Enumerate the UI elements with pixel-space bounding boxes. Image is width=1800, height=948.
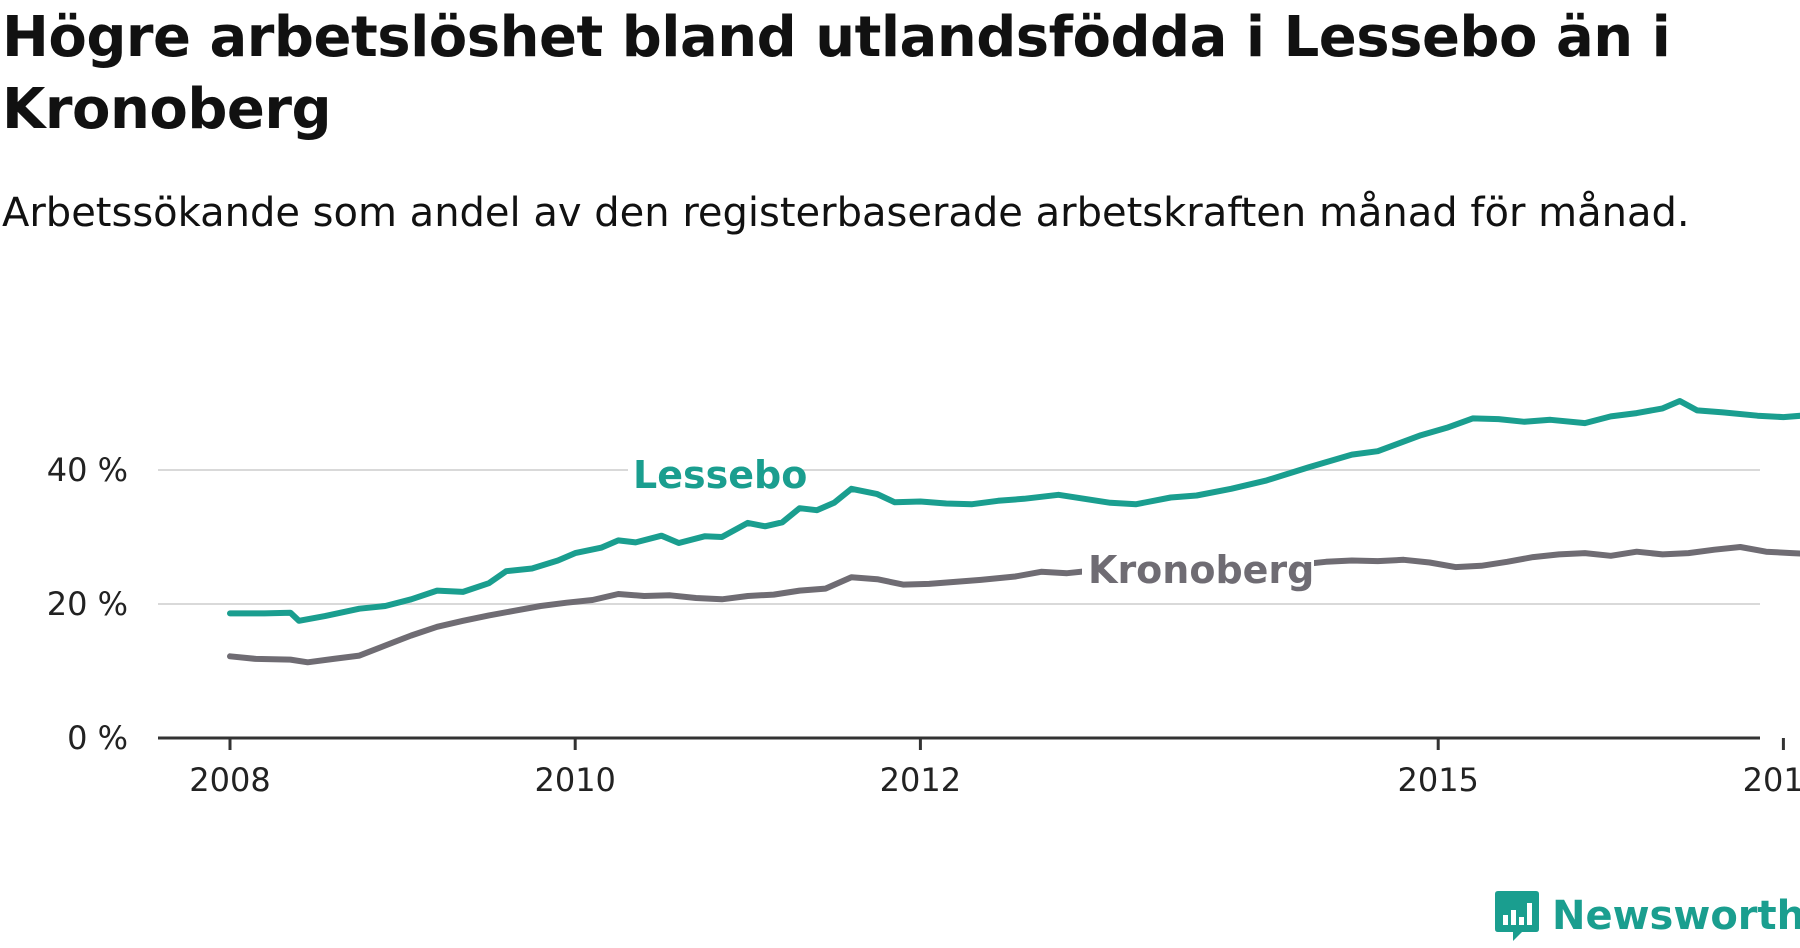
- y-tick-label: 40 %: [47, 451, 128, 489]
- y-tick-label: 20 %: [47, 585, 128, 623]
- series-label-background: [1082, 545, 1314, 597]
- line-chart: 0 %20 %40 %20082010201220152017202020222…: [47, 398, 1800, 799]
- brand-logo: Newsworthy: [1494, 886, 1800, 946]
- x-tick-label: 2008: [189, 761, 270, 799]
- series-labels: Lessebo24,2 %Kronoberg17,7 %: [628, 448, 1314, 597]
- x-tick-label: 2010: [534, 761, 615, 799]
- series-label-background: [628, 448, 803, 502]
- x-tick-label: 2015: [1397, 761, 1478, 799]
- series-line-lessebo: [227, 398, 1800, 624]
- series-label-lessebo: Lessebo: [633, 453, 807, 497]
- x-tick-label: 2012: [880, 761, 961, 799]
- series-line-kronoberg: [227, 544, 1800, 666]
- brand-name: Newsworthy: [1552, 893, 1800, 939]
- series-lines: [227, 398, 1800, 666]
- y-tick-label: 0 %: [67, 719, 128, 757]
- axes: 0 %20 %40 %20082010201220152017202020222…: [47, 451, 1800, 799]
- series-label-kronoberg: Kronoberg: [1088, 548, 1314, 592]
- x-tick-label: 2017: [1743, 761, 1800, 799]
- chart-subtitle: Arbetssökande som andel av den registerb…: [2, 190, 1690, 236]
- grid-lines: [158, 469, 1760, 605]
- chart-title: Högre arbetslöshet bland utlandsfödda i …: [2, 5, 1671, 142]
- newsworthy-logo-icon: [1495, 891, 1539, 941]
